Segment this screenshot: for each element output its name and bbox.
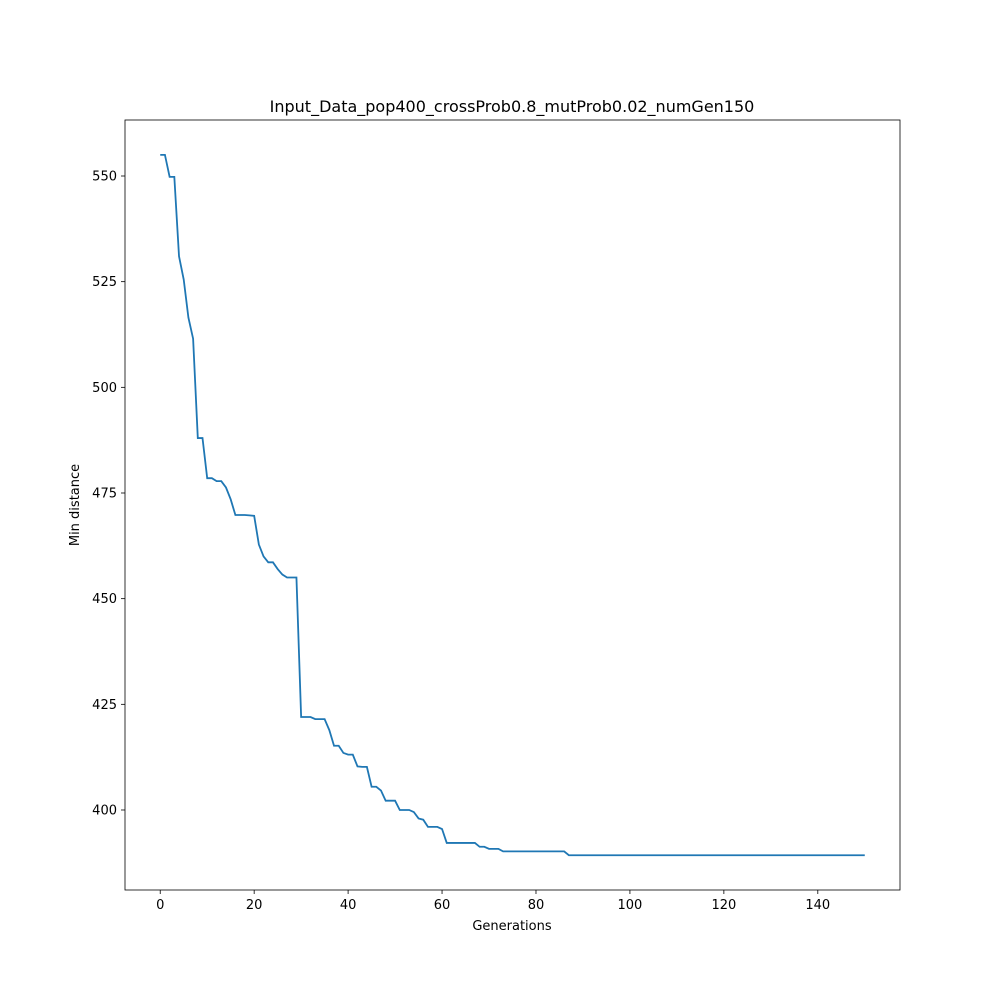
y-tick-label: 425	[92, 698, 117, 713]
x-tick-label: 140	[805, 898, 830, 913]
y-tick-label: 400	[92, 803, 117, 818]
y-tick-label: 550	[92, 170, 117, 185]
x-tick-label: 20	[246, 898, 263, 913]
x-tick-label: 120	[711, 898, 736, 913]
chart-title: Input_Data_pop400_crossProb0.8_mutProb0.…	[270, 97, 755, 117]
y-tick-label: 450	[92, 592, 117, 607]
y-tick-label: 500	[92, 381, 117, 396]
data-line	[160, 153, 865, 857]
y-tick-label: 475	[92, 486, 117, 501]
y-axis-label: Min distance	[68, 464, 83, 546]
x-tick-label: 80	[528, 898, 545, 913]
x-tick-label: 60	[434, 898, 451, 913]
x-tick-label: 40	[340, 898, 357, 913]
x-tick-label: 100	[618, 898, 643, 913]
y-tick-label: 525	[92, 275, 117, 290]
x-tick-label: 0	[156, 898, 164, 913]
x-axis-label: Generations	[472, 919, 552, 934]
plot-frame	[124, 119, 901, 891]
